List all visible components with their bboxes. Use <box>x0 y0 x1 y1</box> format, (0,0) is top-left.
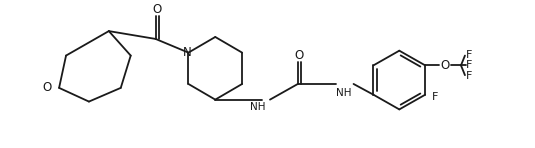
Text: O: O <box>440 59 450 72</box>
Text: F: F <box>466 50 472 60</box>
Text: O: O <box>152 3 161 16</box>
Text: NH: NH <box>336 88 351 98</box>
Text: N: N <box>183 46 192 59</box>
Text: F: F <box>466 60 472 70</box>
Text: F: F <box>466 71 472 81</box>
Text: O: O <box>294 49 303 62</box>
Text: NH: NH <box>250 102 266 112</box>
Text: F: F <box>432 92 438 102</box>
Text: O: O <box>42 81 52 94</box>
